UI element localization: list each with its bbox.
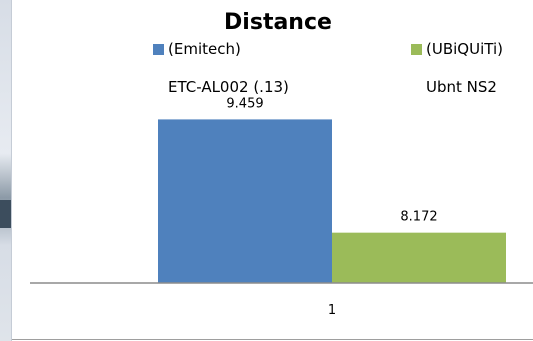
bars-layer: 9.459 8.172 [158,96,506,284]
x-tick-label-1: 1 [328,303,336,318]
chart-panel: Distance (Emitech) ETC-AL002 (.13) (UBiQ… [12,0,533,340]
legend-label-series-1-line-2: ETC-AL002 (.13) [168,78,289,96]
legend: (Emitech) ETC-AL002 (.13) (UBiQUiTi) Ubn… [153,40,503,96]
legend-label-series-2-line-1: (UBiQUiTi) [426,40,503,58]
legend-label-series-2-line-2: Ubnt NS2 [426,78,497,96]
window-edge-strip [0,0,12,341]
legend-swatch-series-2 [411,44,422,55]
chart-title: Distance [224,10,332,35]
window-edge-dark-band [0,200,11,228]
legend-swatch-series-1 [153,44,164,55]
data-label-series-2: 8.172 [400,210,437,225]
data-label-series-1: 9.459 [226,96,263,111]
bar-chart: Distance (Emitech) ETC-AL002 (.13) (UBiQ… [30,10,533,318]
bar-series-1 [158,119,332,284]
bar-series-2 [332,232,506,283]
legend-label-series-1-line-1: (Emitech) [168,40,241,58]
